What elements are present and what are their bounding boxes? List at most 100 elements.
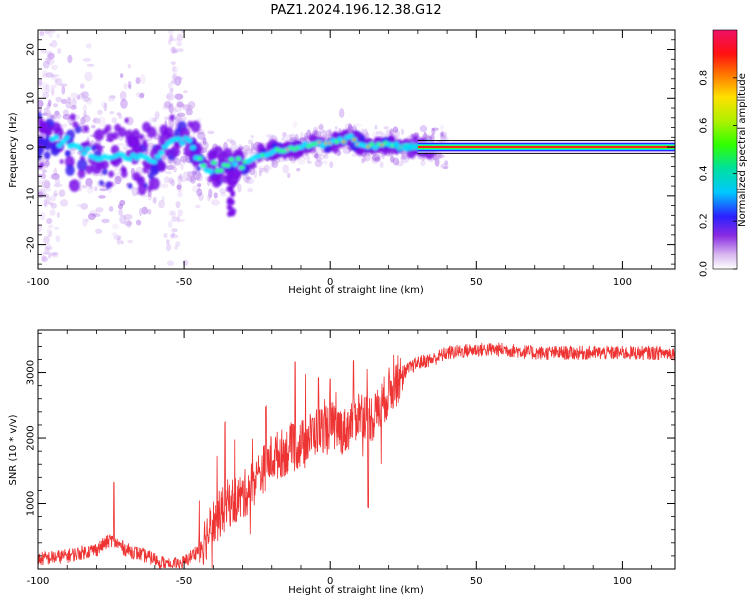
ridge-green bbox=[334, 140, 339, 144]
noise-blob bbox=[287, 172, 291, 179]
noise-blob bbox=[247, 187, 254, 193]
noise-blob bbox=[176, 76, 184, 81]
noise-blob bbox=[168, 38, 172, 46]
noise-blob bbox=[45, 56, 53, 61]
x-tick-label: -100 bbox=[27, 576, 50, 587]
signal-blob bbox=[229, 183, 235, 190]
noise-blob bbox=[119, 73, 124, 79]
signal-blob bbox=[235, 169, 242, 177]
noise-blob bbox=[45, 196, 51, 205]
noise-blob bbox=[361, 158, 365, 164]
noise-blob bbox=[437, 153, 441, 160]
signal-blob bbox=[146, 126, 157, 138]
y-tick-label: 20 bbox=[26, 43, 37, 56]
noise-blob bbox=[180, 178, 187, 182]
signal-blob bbox=[143, 142, 148, 149]
noise-blob bbox=[422, 134, 429, 139]
noise-blob bbox=[55, 113, 62, 119]
noise-blob bbox=[49, 252, 57, 256]
noise-blob bbox=[371, 153, 381, 161]
noise-blob bbox=[39, 190, 43, 198]
noise-blob bbox=[47, 233, 51, 238]
noise-blob bbox=[46, 228, 52, 235]
signal-blob bbox=[69, 179, 80, 192]
noise-blob bbox=[172, 107, 176, 111]
noise-blob bbox=[51, 39, 58, 48]
noise-blob bbox=[47, 50, 53, 57]
noise-blob bbox=[311, 149, 319, 158]
signal-blob bbox=[212, 176, 222, 188]
ridge-cyan bbox=[154, 154, 162, 160]
noise-blob bbox=[265, 134, 274, 138]
noise-blob bbox=[50, 84, 57, 89]
signal-blob bbox=[102, 128, 109, 135]
ridge-green bbox=[239, 165, 245, 170]
noise-blob bbox=[48, 230, 53, 238]
noise-blob bbox=[325, 129, 333, 137]
noise-blob bbox=[62, 109, 69, 116]
noise-blob bbox=[178, 173, 183, 180]
noise-blob bbox=[118, 208, 123, 216]
noise-blob bbox=[263, 164, 270, 174]
noise-blob bbox=[54, 226, 60, 230]
noise-blob bbox=[261, 167, 268, 172]
signal-blob bbox=[99, 180, 104, 186]
noise-blob bbox=[51, 173, 60, 180]
noise-blob bbox=[347, 123, 353, 132]
noise-blob bbox=[46, 102, 51, 110]
noise-blob bbox=[299, 131, 304, 142]
noise-blob bbox=[46, 52, 53, 58]
noise-blob bbox=[53, 193, 58, 197]
noise-blob bbox=[176, 100, 184, 107]
ridge-cyan bbox=[151, 159, 158, 165]
noise-blob bbox=[54, 110, 60, 116]
noise-blob bbox=[84, 71, 93, 82]
ridge-cyan bbox=[347, 133, 354, 139]
noise-blob bbox=[168, 210, 174, 216]
noise-blob bbox=[395, 161, 404, 167]
noise-blob bbox=[86, 186, 94, 194]
noise-blob bbox=[208, 188, 213, 199]
noise-blob bbox=[38, 223, 42, 233]
noise-blob bbox=[303, 151, 308, 161]
noise-blob bbox=[316, 156, 322, 163]
noise-blob bbox=[400, 128, 405, 136]
noise-blob bbox=[55, 235, 61, 243]
noise-blob bbox=[168, 103, 174, 114]
signal-blob bbox=[64, 155, 75, 168]
noise-blob bbox=[180, 155, 188, 163]
noise-blob bbox=[177, 188, 182, 193]
noise-blob bbox=[182, 259, 189, 266]
noise-blob bbox=[319, 130, 327, 138]
noise-blob bbox=[183, 90, 188, 94]
signal-blob bbox=[157, 161, 167, 172]
noise-blob bbox=[196, 188, 203, 197]
noise-blob bbox=[173, 166, 177, 173]
noise-blob bbox=[80, 116, 86, 125]
noise-blob bbox=[81, 114, 91, 123]
noise-blob bbox=[171, 47, 178, 53]
snr-y-ticks: 1000 2000 3000 bbox=[26, 332, 675, 557]
noise-blob bbox=[61, 123, 68, 128]
noise-blob bbox=[165, 239, 170, 245]
noise-blob bbox=[48, 52, 55, 58]
y-tick-label: 1000 bbox=[26, 491, 37, 516]
signal-blob bbox=[40, 162, 45, 168]
noise-blob bbox=[440, 124, 444, 131]
noise-blob bbox=[154, 111, 160, 120]
signal-blob bbox=[170, 145, 180, 158]
noise-blob bbox=[271, 160, 279, 169]
noise-blob bbox=[442, 166, 449, 170]
noise-blob bbox=[107, 187, 112, 194]
ridge-cyan bbox=[56, 142, 63, 148]
noise-blob bbox=[45, 243, 52, 251]
noise-blob bbox=[170, 179, 176, 187]
x-tick-label: 50 bbox=[470, 277, 483, 288]
noise-blob bbox=[48, 32, 53, 38]
colorbar-ticks: 0.0 0.2 0.4 0.6 0.8 bbox=[699, 70, 737, 277]
noise-blob bbox=[174, 93, 184, 100]
signal-blob bbox=[76, 158, 88, 172]
noise-blob bbox=[169, 87, 174, 93]
